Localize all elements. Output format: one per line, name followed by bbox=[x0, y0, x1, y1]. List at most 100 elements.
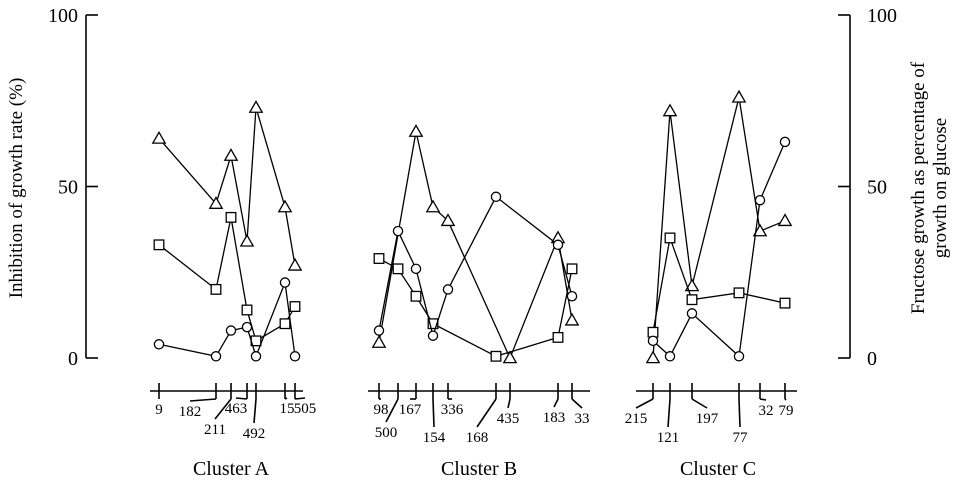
strain-label: 182 bbox=[179, 404, 202, 420]
triangle-point bbox=[239, 233, 255, 247]
circle-point bbox=[427, 330, 439, 341]
strain-connector bbox=[784, 398, 787, 401]
strain-connector bbox=[253, 398, 257, 424]
strain-label: 9 bbox=[155, 402, 163, 418]
strain-label: 77 bbox=[733, 430, 749, 446]
triangle-point bbox=[645, 350, 661, 364]
y-axis-right-tick-label: 100 bbox=[867, 5, 897, 27]
circle-series-line bbox=[158, 279, 296, 359]
circle-point bbox=[250, 351, 262, 362]
square-point bbox=[153, 239, 165, 251]
triangle-point bbox=[662, 103, 678, 117]
triangle-point bbox=[287, 257, 303, 271]
y-axis-right-label-line2: growth on glucose bbox=[930, 118, 951, 258]
circle-point bbox=[225, 325, 237, 336]
square-point bbox=[225, 211, 237, 223]
strain-connector bbox=[738, 398, 741, 428]
square-point bbox=[664, 232, 676, 244]
strain-label: 435 bbox=[497, 411, 520, 427]
square-point bbox=[552, 331, 564, 343]
strain-connector bbox=[691, 398, 708, 409]
circle-point bbox=[279, 277, 291, 288]
square-point bbox=[566, 263, 578, 275]
y-axis-left-tick-label: 100 bbox=[48, 5, 78, 27]
square-point bbox=[427, 318, 439, 330]
y-axis-right-tick-label: 50 bbox=[867, 177, 887, 199]
circle-point bbox=[373, 325, 385, 336]
strain-connector bbox=[294, 397, 306, 400]
square-point bbox=[490, 350, 502, 362]
strain-label: 167 bbox=[399, 402, 422, 418]
strain-connector bbox=[235, 397, 248, 400]
square-point bbox=[241, 304, 253, 316]
triangle-point bbox=[277, 199, 293, 213]
circle-point bbox=[686, 308, 698, 319]
triangle-point bbox=[440, 213, 456, 227]
square-point bbox=[410, 290, 422, 302]
circle-point bbox=[241, 321, 253, 333]
cluster-label: Cluster B bbox=[441, 458, 517, 480]
circle-point bbox=[410, 263, 422, 275]
strain-connector bbox=[571, 398, 583, 409]
square-point bbox=[686, 294, 698, 306]
y-axis-left-tick-label: 50 bbox=[58, 177, 78, 199]
square-series-line bbox=[378, 257, 573, 357]
strain-connector bbox=[667, 398, 671, 428]
strain-label: 215 bbox=[625, 411, 648, 427]
square-point bbox=[733, 287, 745, 299]
circle-point bbox=[210, 351, 222, 362]
triangle-point bbox=[502, 350, 518, 364]
square-series-line bbox=[158, 217, 296, 342]
circle-point bbox=[552, 239, 564, 251]
strain-connector bbox=[476, 398, 497, 428]
circle-point bbox=[392, 225, 404, 237]
strain-connector bbox=[385, 398, 399, 423]
strain-label: 98 bbox=[374, 402, 389, 418]
triangle-point bbox=[752, 223, 768, 237]
strain-connector bbox=[284, 397, 288, 400]
y-axis-left-label: Inhibition of growth rate (%) bbox=[6, 78, 27, 299]
circle-point bbox=[153, 339, 165, 350]
strain-label: 197 bbox=[696, 411, 719, 427]
strain-label: 463 bbox=[225, 401, 248, 417]
square-point bbox=[779, 297, 791, 309]
triangle-point bbox=[777, 213, 793, 227]
strain-label: 79 bbox=[779, 403, 794, 419]
circle-point bbox=[289, 351, 301, 362]
square-point bbox=[392, 263, 404, 275]
strain-connector bbox=[507, 398, 511, 409]
square-point bbox=[289, 301, 301, 313]
triangle-point bbox=[564, 312, 580, 326]
strain-label: 154 bbox=[423, 430, 446, 446]
circle-point bbox=[442, 284, 454, 295]
circle-point bbox=[733, 351, 745, 362]
circle-point bbox=[490, 191, 502, 203]
cluster-label: Cluster A bbox=[193, 458, 270, 480]
strain-label: 168 bbox=[466, 430, 489, 446]
triangle-point bbox=[223, 148, 239, 161]
strain-label: 33 bbox=[575, 411, 590, 427]
y-axis-left-tick-label: 0 bbox=[68, 348, 78, 370]
strain-label: 336 bbox=[441, 402, 464, 418]
strain-label: 121 bbox=[657, 430, 680, 446]
strain-connector bbox=[432, 398, 435, 428]
triangle-point bbox=[248, 100, 264, 113]
triangle-series-line bbox=[652, 97, 786, 359]
strain-label: 505 bbox=[294, 401, 317, 417]
circle-point bbox=[754, 194, 766, 206]
strain-label: 211 bbox=[204, 422, 226, 438]
strain-label: 183 bbox=[543, 410, 566, 426]
strain-label: 492 bbox=[243, 426, 266, 442]
circle-series-line bbox=[378, 195, 573, 339]
circle-series-line bbox=[652, 141, 786, 358]
triangle-series-line bbox=[378, 131, 573, 360]
square-point bbox=[279, 318, 291, 330]
cluster-label: Cluster C bbox=[680, 458, 756, 480]
strain-label: 15 bbox=[280, 401, 295, 417]
square-series-line bbox=[652, 235, 786, 333]
circle-point bbox=[647, 335, 659, 347]
triangle-series-line bbox=[158, 107, 296, 266]
triangle-point bbox=[731, 89, 747, 103]
strain-connector bbox=[553, 398, 559, 408]
